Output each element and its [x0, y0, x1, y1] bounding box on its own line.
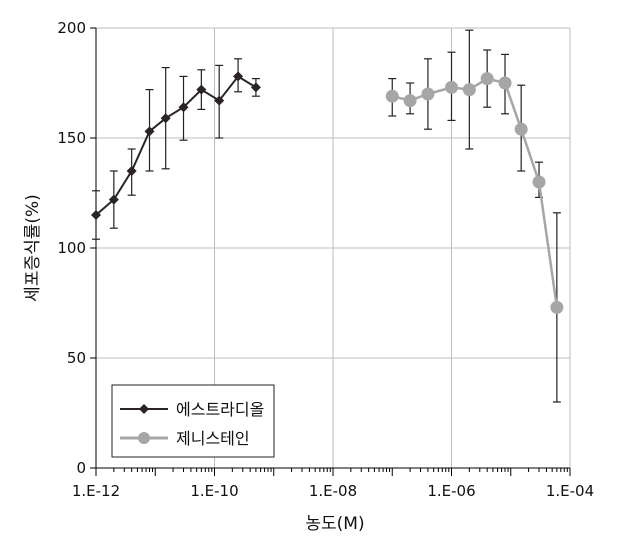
data-point — [250, 82, 261, 93]
data-point — [480, 72, 494, 86]
series-line — [95, 75, 257, 216]
series-layer — [91, 29, 564, 403]
x-axis-title: 농도(M) — [305, 514, 364, 534]
x-tick-label: 1.E-12 — [72, 482, 120, 500]
data-point — [421, 87, 435, 101]
x-tick-label: 1.E-08 — [309, 482, 357, 500]
legend-marker-estradiol — [139, 404, 149, 414]
data-point — [385, 89, 399, 103]
data-point — [532, 175, 546, 189]
legend-marker-genistein — [138, 432, 150, 444]
data-point — [550, 300, 564, 314]
x-tick-label: 1.E-04 — [546, 482, 594, 500]
legend-label-genistein: 제니스테인 — [176, 429, 250, 448]
data-point — [160, 113, 171, 124]
y-tick-label: 150 — [57, 129, 86, 147]
y-tick-label: 50 — [67, 349, 86, 367]
data-point — [514, 122, 528, 136]
y-tick-label: 200 — [57, 19, 86, 37]
y-tick-label: 100 — [57, 239, 86, 257]
series-estradiol — [91, 58, 261, 240]
data-point — [178, 102, 189, 113]
series-genistein — [385, 29, 564, 403]
data-point — [126, 166, 137, 176]
data-point — [91, 210, 101, 220]
legend-label-estradiol: 에스트라디올 — [176, 400, 264, 419]
data-point — [462, 83, 476, 97]
legend: 에스트라디올 제니스테인 — [111, 384, 275, 458]
y-axis-title: 세포증식률(%) — [23, 194, 43, 302]
data-point — [108, 194, 119, 205]
data-point — [445, 80, 458, 94]
data-point — [196, 84, 207, 95]
data-point — [403, 94, 417, 108]
y-tick-label: 0 — [76, 459, 86, 477]
series-line — [392, 77, 559, 308]
axes: 0 50 100 150 200 1.E-12 1.E-10 1.E-08 1.E-06 1.E-… — [57, 19, 594, 500]
legend-box — [111, 384, 275, 458]
data-point — [233, 71, 244, 82]
data-point — [144, 126, 155, 137]
data-point — [214, 95, 225, 106]
x-tick-label: 1.E-06 — [427, 482, 475, 500]
data-point — [498, 76, 512, 90]
x-tick-label: 1.E-10 — [190, 482, 238, 500]
